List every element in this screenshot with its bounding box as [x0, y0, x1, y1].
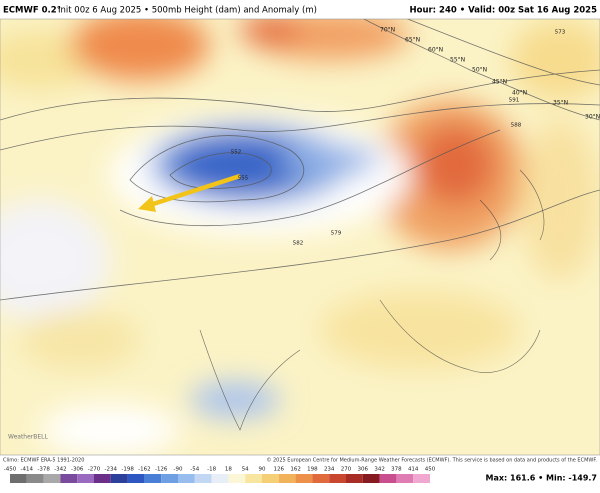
colorbar-tick-label: 270: [341, 467, 352, 473]
colorbar-segment: [312, 474, 330, 483]
colorbar-segment: [10, 474, 27, 483]
colorbar-segment: [110, 474, 128, 483]
contour-label: 591: [509, 98, 520, 104]
map: WeatherBELL: [0, 19, 600, 455]
colorbar-segment: [144, 474, 162, 483]
colorbar-tick-label: 342: [374, 467, 385, 473]
colorbar-tick-label: 126: [274, 467, 285, 473]
colorbar-tick-label: -234: [105, 467, 118, 473]
colorbar-tick-label: 450: [425, 467, 436, 473]
latitude-label: 65°N: [405, 37, 420, 44]
colorbar-tick-label: 54: [242, 467, 249, 473]
latitude-label: 35°N: [553, 100, 568, 107]
colorbar-tick-label: -54: [190, 467, 199, 473]
colorbar-tick-label: 414: [408, 467, 419, 473]
colorbar-tick-label: -414: [21, 467, 34, 473]
logo: WeatherBELL: [8, 434, 49, 441]
colorbar-tick-label: -90: [174, 467, 183, 473]
colorbar-tick-label: -198: [121, 467, 134, 473]
colorbar-tick-label: 162: [290, 467, 301, 473]
colorbar-segment: [26, 474, 44, 483]
colorbar-tick-label: 90: [259, 467, 266, 473]
colorbar-tick-label: -450: [4, 467, 17, 473]
contour-label: 573: [555, 30, 566, 36]
latitude-label: 70°N: [380, 27, 395, 34]
colorbar-tick-label: -126: [155, 467, 168, 473]
colorbar-segment: [77, 474, 94, 483]
colorbar-segment: [379, 474, 397, 483]
contour-label: 582: [293, 241, 304, 247]
colorbar-tick-label: -378: [37, 467, 50, 473]
colorbar: -450 -414 -378 -342 -306 -270 -234 -198 -162 -126…: [4, 467, 436, 483]
colorbar-segment: [43, 474, 61, 483]
colorbar-segment: [329, 474, 346, 483]
colorbar-segment: [295, 474, 313, 483]
colorbar-segment: [211, 474, 229, 483]
colorbar-tick-label: 198: [307, 467, 318, 473]
colorbar-segment: [396, 474, 414, 483]
latitude-label: 50°N: [472, 67, 487, 74]
colorbar-segment: [346, 474, 363, 483]
latitude-label: 45°N: [492, 79, 507, 86]
arrow-head: [138, 196, 156, 212]
climo-note: Climo: ECMWF ERA-5 1991-2020: [3, 458, 84, 464]
colorbar-segment: [194, 474, 212, 483]
colorbar-segment: [161, 474, 178, 483]
colorbar-segment: [245, 474, 262, 483]
contour-label: 588: [511, 123, 522, 129]
max-min: Max: 161.6 • Min: -149.7: [486, 474, 598, 483]
credit-note: © 2025 European Centre for Medium-Range …: [266, 457, 597, 464]
colorbar-tick-label: 378: [391, 467, 402, 473]
contour-label: 555: [238, 176, 249, 182]
colorbar-tick-label: -18: [207, 467, 216, 473]
colorbar-tick-label: -162: [138, 467, 150, 473]
colorbar-segment: [228, 474, 246, 483]
latitude-label: 55°N: [450, 57, 465, 64]
colorbar-segment: [278, 474, 296, 483]
colorbar-tick-label: 306: [358, 467, 369, 473]
map-labels: 70°N 65°N 60°N 55°N 50°N 45°N 40°N 35°N 30°N 555 5…: [231, 27, 600, 247]
colorbar-segment: [262, 474, 279, 483]
latitude-label: 40°N: [512, 90, 527, 97]
colorbar-tick-label: -306: [71, 467, 84, 473]
colorbar-tick-label: -270: [88, 467, 101, 473]
colorbar-segment: [178, 474, 195, 483]
colorbar-segment: [127, 474, 145, 483]
arrow: [149, 173, 241, 208]
model-label: ECMWF 0.2°: [3, 6, 61, 16]
run-label: Init 00z 6 Aug 2025 • 500mb Height (dam)…: [58, 6, 317, 16]
colorbar-segment: [362, 474, 380, 483]
contour-label: 552: [231, 150, 242, 156]
colorbar-segment: [94, 474, 111, 483]
colorbar-tick-label: 234: [324, 467, 335, 473]
contour-label: 579: [331, 231, 342, 237]
valid-label: Hour: 240 • Valid: 00z Sat 16 Aug 2025: [409, 6, 597, 16]
latitude-label: 30°N: [585, 114, 600, 121]
colorbar-segment: [413, 474, 430, 483]
colorbar-tick-label: -342: [54, 467, 66, 473]
latitude-label: 60°N: [428, 47, 443, 54]
colorbar-segment: [60, 474, 78, 483]
colorbar-tick-label: 18: [225, 467, 232, 473]
